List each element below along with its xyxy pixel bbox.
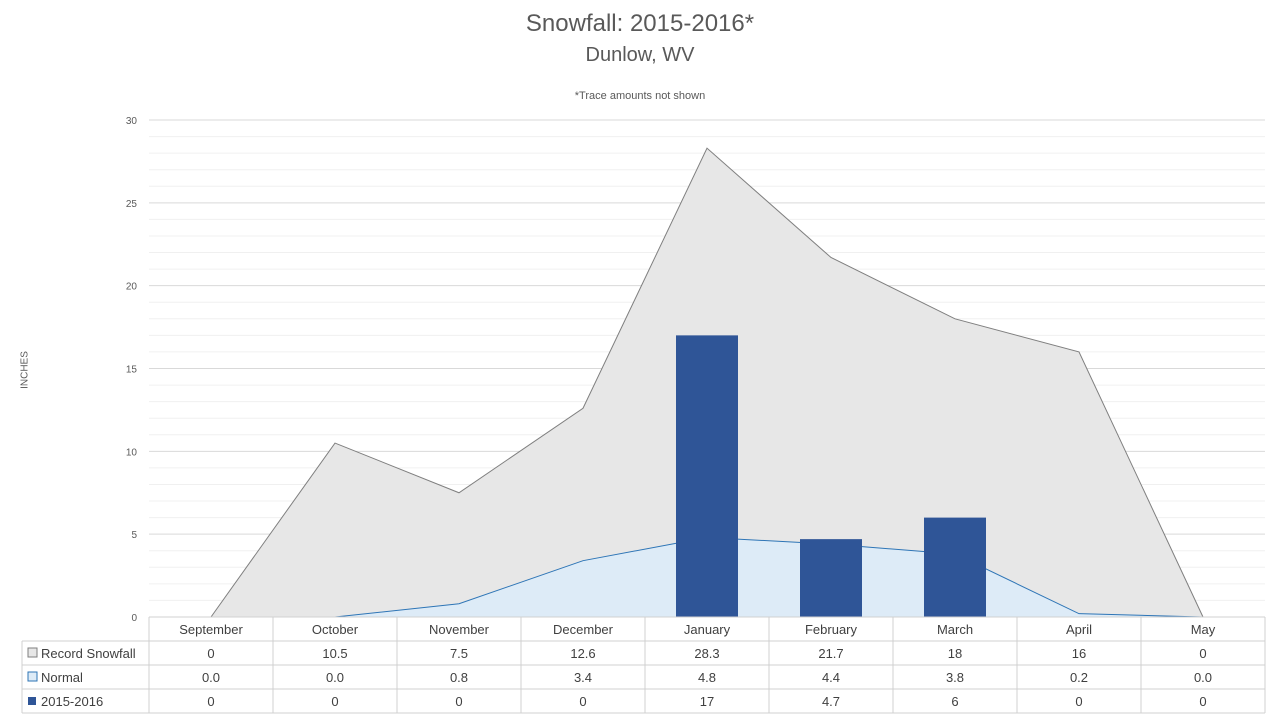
bar-january <box>676 335 738 617</box>
x-category-label: November <box>429 622 490 637</box>
data-label: 18 <box>948 646 962 661</box>
y-tick-label: 25 <box>126 199 138 210</box>
x-category-label: October <box>312 622 359 637</box>
legend-entry: Record Snowfall <box>41 646 136 661</box>
data-label: 4.7 <box>822 694 840 709</box>
y-axis-ticks: 0 5 10 15 20 25 30 <box>126 116 138 624</box>
x-category-label: December <box>553 622 614 637</box>
data-label: 6 <box>951 694 958 709</box>
data-label: 12.6 <box>570 646 595 661</box>
data-label: 21.7 <box>818 646 843 661</box>
y-tick-label: 0 <box>131 613 137 624</box>
data-label: 28.3 <box>694 646 719 661</box>
data-label: 0 <box>331 694 338 709</box>
x-category-label: March <box>937 622 973 637</box>
y-tick-label: 30 <box>126 116 138 127</box>
y-tick-label: 20 <box>126 282 138 293</box>
data-label: 0.0 <box>202 670 220 685</box>
line-record-snowfall <box>210 147 1204 618</box>
data-label: 0.0 <box>326 670 344 685</box>
x-category-label: April <box>1066 622 1092 637</box>
data-label: 16 <box>1072 646 1086 661</box>
data-label: 3.8 <box>946 670 964 685</box>
y-tick-label: 5 <box>131 530 137 541</box>
data-table: September October November December January F… <box>21 616 1266 714</box>
bar-march <box>924 517 986 617</box>
legend-entry: 2015-2016 <box>41 694 103 709</box>
data-label: 10.5 <box>322 646 347 661</box>
legend-entry: Normal <box>41 670 83 685</box>
data-label: 4.8 <box>698 670 716 685</box>
bar-series <box>676 335 986 617</box>
chart-note: *Trace amounts not shown <box>574 90 706 102</box>
data-label: 0 <box>207 646 214 661</box>
data-label: 17 <box>700 694 714 709</box>
y-tick-label: 15 <box>126 365 138 376</box>
legend-key <box>27 647 38 658</box>
legend-key <box>28 697 36 705</box>
data-label: 0 <box>207 694 214 709</box>
data-label: 0 <box>455 694 462 709</box>
data-label: 0.0 <box>1194 670 1212 685</box>
chart-title: Snowfall: 2015-2016* <box>525 10 755 37</box>
data-label: 4.4 <box>822 670 840 685</box>
y-tick-label: 10 <box>126 447 138 458</box>
data-label: 3.4 <box>574 670 592 685</box>
data-label: 0 <box>1199 646 1206 661</box>
x-category-label: February <box>805 622 858 637</box>
x-category-label: September <box>179 622 243 637</box>
bar-february <box>800 539 862 617</box>
legend-key <box>27 671 38 682</box>
data-label: 7.5 <box>450 646 468 661</box>
x-category-label: May <box>1191 622 1216 637</box>
chart-subtitle: Dunlow, WV <box>585 44 695 66</box>
data-label: 0 <box>1075 694 1082 709</box>
data-label: 0 <box>1199 694 1206 709</box>
data-label: 0 <box>579 694 586 709</box>
data-label: 0.8 <box>450 670 468 685</box>
x-category-label: January <box>684 622 731 637</box>
data-label: 0.2 <box>1070 670 1088 685</box>
